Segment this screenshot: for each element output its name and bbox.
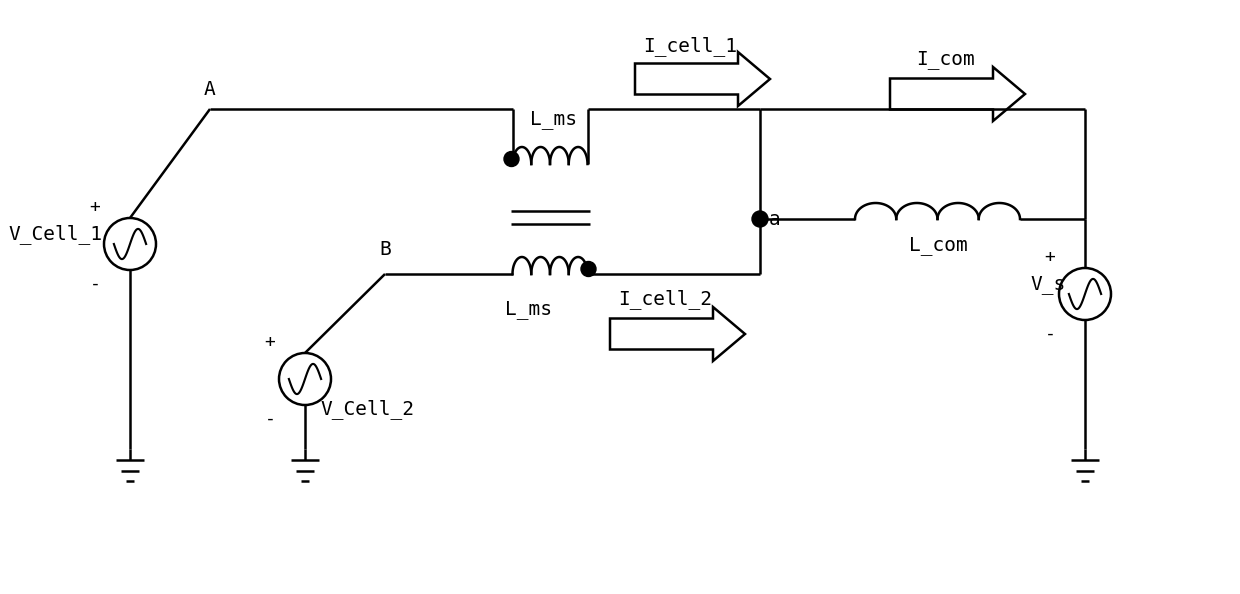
Circle shape [582,261,596,276]
Text: B: B [379,239,391,258]
Text: A: A [205,80,216,99]
Text: L_ms: L_ms [529,109,577,128]
Text: I_cell_1: I_cell_1 [644,36,737,56]
Text: L_com: L_com [909,236,967,255]
Text: +: + [264,333,275,351]
Text: +: + [1044,248,1055,266]
Text: V_Cell_1: V_Cell_1 [7,224,102,244]
Text: -: - [1044,325,1055,343]
Text: V_s: V_s [1030,274,1065,293]
Text: a: a [769,210,781,229]
Text: -: - [89,275,100,293]
Text: +: + [89,198,100,216]
Text: L_ms: L_ms [505,299,552,318]
Polygon shape [635,52,770,106]
Text: I_com: I_com [915,50,975,69]
Circle shape [503,151,520,166]
Text: V_Cell_2: V_Cell_2 [320,399,414,419]
Polygon shape [610,307,745,361]
Text: -: - [264,410,275,428]
Circle shape [751,211,768,227]
Polygon shape [890,67,1025,121]
Text: I_cell_2: I_cell_2 [618,289,712,309]
